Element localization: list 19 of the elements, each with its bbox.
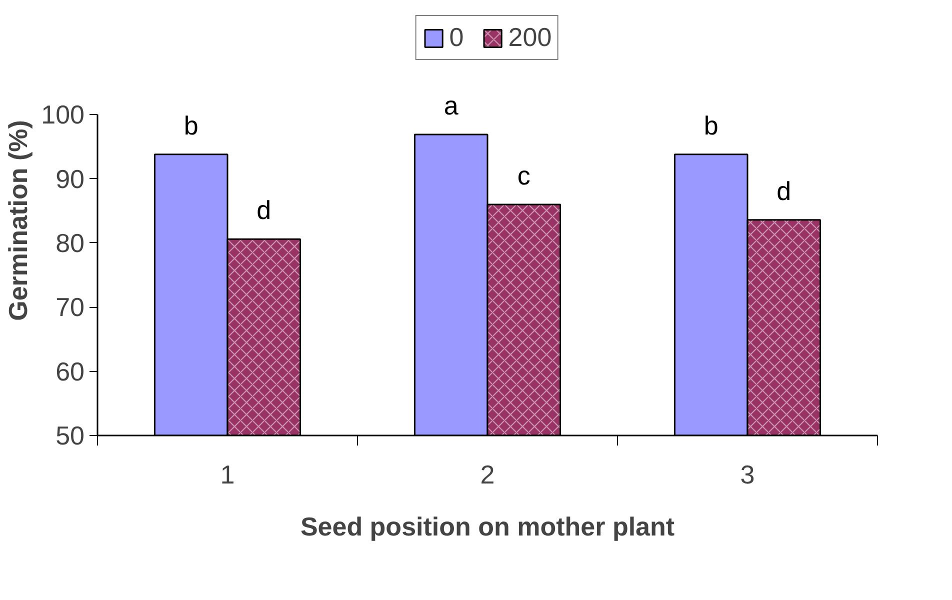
y-tick-label: 50: [56, 420, 84, 450]
legend-label: 200: [508, 22, 552, 53]
x-axis-title: Seed position on mother plant: [300, 512, 675, 542]
data-label: d: [256, 195, 272, 226]
x-tick-label: 1: [220, 460, 235, 490]
data-label: b: [704, 110, 718, 140]
data-label: c: [517, 160, 530, 190]
y-tick-label: 80: [56, 228, 84, 258]
y-tick-label: 90: [56, 164, 84, 194]
y-tick-label: 70: [56, 292, 84, 322]
y-tick-label: 100: [41, 100, 85, 130]
data-label: b: [184, 110, 198, 140]
y-tick-label: 60: [56, 356, 84, 386]
data-label: a: [444, 90, 459, 120]
x-tick-label: 3: [740, 460, 755, 490]
legend-label: 0: [449, 22, 465, 53]
data-label: d: [776, 176, 792, 206]
y-axis-title: Germination (%): [3, 120, 34, 321]
x-tick-label: 2: [480, 460, 495, 490]
